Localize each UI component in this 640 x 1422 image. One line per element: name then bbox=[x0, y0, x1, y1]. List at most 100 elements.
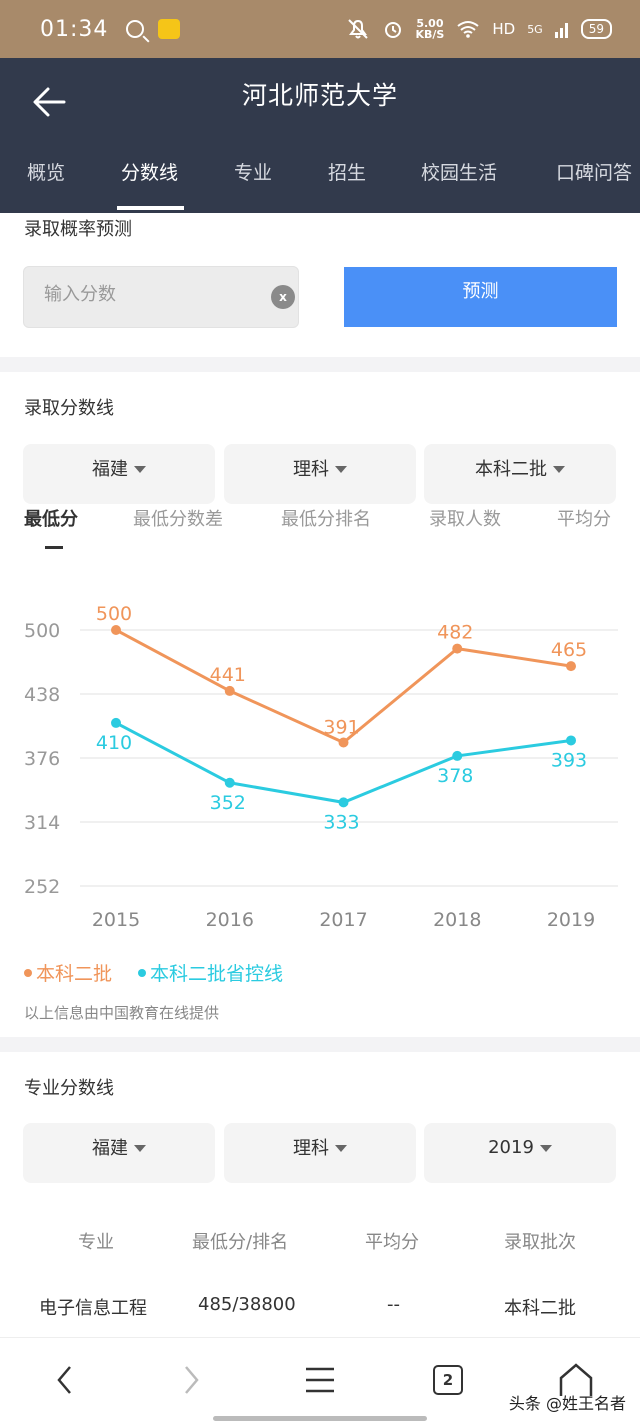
major-province-dropdown[interactable]: 福建 bbox=[23, 1123, 215, 1183]
legend-item-control-line: 本科二批省控线 bbox=[138, 959, 283, 986]
nav-forward-button[interactable] bbox=[166, 1360, 216, 1400]
predict-button[interactable]: 预测 bbox=[344, 267, 617, 327]
x-tick-label: 2018 bbox=[433, 909, 481, 931]
nav-menu-button[interactable] bbox=[295, 1360, 345, 1400]
metric-tab-min-score-rank[interactable]: 最低分排名 bbox=[281, 509, 371, 530]
column-header-min-rank: 最低分/排名 bbox=[192, 1232, 289, 1253]
subject-dropdown[interactable]: 理科 bbox=[224, 444, 416, 504]
major-year-dropdown[interactable]: 2019 bbox=[424, 1123, 616, 1183]
data-point bbox=[338, 737, 349, 748]
major-province-value: 福建 bbox=[92, 1138, 128, 1159]
caret-down-icon bbox=[335, 1145, 347, 1152]
watermark: 头条 @姓王名者 bbox=[508, 1394, 626, 1413]
score-input[interactable] bbox=[44, 284, 244, 305]
active-tab-indicator bbox=[117, 206, 184, 210]
major-subject-value: 理科 bbox=[293, 1138, 329, 1159]
major-card: 专业分数线 福建 理科 2019 专业 最低分/排名 平均分 录取批次 电子信息… bbox=[0, 1052, 640, 1337]
x-tick-label: 2017 bbox=[319, 909, 367, 931]
predict-card: 录取概率预测 x 预测 bbox=[0, 213, 640, 357]
batch-value: 本科二批 bbox=[475, 459, 547, 480]
data-label: 333 bbox=[323, 811, 359, 833]
tab-overview[interactable]: 概览 bbox=[27, 162, 66, 184]
data-point bbox=[566, 661, 576, 672]
legend-item-batch: 本科二批 bbox=[24, 959, 112, 986]
data-label: 410 bbox=[96, 732, 132, 754]
caret-down-icon bbox=[134, 466, 146, 473]
signal-type: 5G bbox=[527, 22, 543, 36]
metric-tab-admitted-count[interactable]: 录取人数 bbox=[429, 509, 501, 530]
y-tick-label: 500 bbox=[24, 620, 60, 642]
data-label: 465 bbox=[551, 639, 587, 661]
score-input-box: x bbox=[23, 266, 299, 328]
status-indicators: 5.00 KB/S HD 5G 59 bbox=[345, 18, 612, 40]
caret-down-icon bbox=[335, 466, 347, 473]
subject-value: 理科 bbox=[293, 459, 329, 480]
data-point bbox=[224, 685, 235, 696]
caret-down-icon bbox=[134, 1145, 146, 1152]
home-icon bbox=[559, 1363, 593, 1396]
cell-average: -- bbox=[387, 1294, 400, 1315]
network-type: HD bbox=[492, 20, 516, 38]
signal-bars-icon bbox=[554, 23, 568, 38]
batch-dropdown[interactable]: 本科二批 bbox=[424, 444, 616, 504]
data-label: 393 bbox=[551, 749, 587, 771]
data-point bbox=[452, 643, 463, 654]
data-label: 500 bbox=[96, 603, 132, 625]
app-header: 河北师范大学 概览 分数线 专业 招生 校园生活 口碑问答 bbox=[0, 58, 640, 213]
nav-back-button[interactable] bbox=[40, 1360, 90, 1400]
legend-dot bbox=[138, 968, 147, 977]
y-tick-label: 376 bbox=[24, 748, 60, 770]
admission-title: 录取分数线 bbox=[24, 398, 114, 419]
page-title: 河北师范大学 bbox=[241, 81, 398, 110]
column-header-major: 专业 bbox=[78, 1232, 114, 1253]
back-arrow-icon[interactable] bbox=[30, 84, 70, 120]
tab-major[interactable]: 专业 bbox=[234, 162, 273, 184]
cell-major: 电子信息工程 bbox=[39, 1298, 147, 1319]
major-subject-dropdown[interactable]: 理科 bbox=[224, 1123, 416, 1183]
x-tick-label: 2015 bbox=[92, 909, 140, 931]
data-point bbox=[224, 777, 235, 788]
province-value: 福建 bbox=[92, 459, 128, 480]
tabs-count: 2 bbox=[433, 1365, 463, 1395]
score-line-chart: 500 438 376 314 252 2015 2016 2017 2018 2019 500 44… bbox=[24, 603, 618, 931]
clear-icon[interactable]: x bbox=[271, 285, 295, 309]
legend-label-control-line: 本科二批省控线 bbox=[150, 963, 284, 985]
nav-home-button[interactable] bbox=[551, 1360, 601, 1400]
data-point bbox=[111, 625, 121, 635]
home-indicator bbox=[213, 1416, 427, 1421]
x-tick-label: 2016 bbox=[206, 909, 254, 931]
legend-dot bbox=[24, 968, 32, 977]
net-speed-value: 5.00 bbox=[416, 17, 444, 30]
browser-bottom-nav: 2 bbox=[0, 1337, 640, 1422]
metric-tab-average-score[interactable]: 平均分 bbox=[557, 509, 611, 530]
message-notification-icon bbox=[158, 19, 181, 39]
status-time: 01:34 bbox=[40, 16, 109, 42]
alarm-icon bbox=[385, 22, 402, 38]
metric-tab-indicator bbox=[45, 546, 63, 549]
admission-card: 录取分数线 福建 理科 本科二批 最低分 最低分数差 最低分排名 录取人数 平均… bbox=[0, 372, 640, 1037]
data-label: 352 bbox=[210, 792, 246, 814]
tab-score-line[interactable]: 分数线 bbox=[121, 162, 179, 184]
metric-tab-min-score-diff[interactable]: 最低分数差 bbox=[133, 509, 223, 530]
caret-down-icon bbox=[539, 1145, 552, 1152]
status-bar: 01:34 5.00 KB/S HD 5G 59 bbox=[0, 0, 640, 58]
tab-campus-life[interactable]: 校园生活 bbox=[421, 162, 498, 184]
net-speed-unit: KB/S bbox=[415, 28, 445, 41]
tab-enrollment[interactable]: 招生 bbox=[328, 162, 367, 184]
chart-legend: 本科二批 本科二批省控线 bbox=[24, 959, 283, 986]
major-title: 专业分数线 bbox=[24, 1078, 114, 1099]
wifi-icon bbox=[457, 21, 479, 38]
nav-tabs-button[interactable]: 2 bbox=[423, 1360, 473, 1400]
tab-reviews[interactable]: 口碑问答 bbox=[556, 162, 633, 184]
top-tabs: 概览 分数线 专业 招生 校园生活 口碑问答 bbox=[0, 154, 640, 213]
major-year-value: 2019 bbox=[488, 1136, 534, 1158]
data-label: 482 bbox=[437, 622, 473, 644]
province-dropdown[interactable]: 福建 bbox=[23, 444, 215, 504]
data-point bbox=[566, 735, 576, 746]
metric-tab-min-score[interactable]: 最低分 bbox=[24, 509, 78, 530]
source-note: 以上信息由中国教育在线提供 bbox=[24, 1004, 220, 1022]
predict-title: 录取概率预测 bbox=[24, 219, 132, 240]
data-label: 391 bbox=[323, 717, 359, 739]
data-point bbox=[338, 797, 349, 808]
data-point bbox=[111, 717, 121, 728]
